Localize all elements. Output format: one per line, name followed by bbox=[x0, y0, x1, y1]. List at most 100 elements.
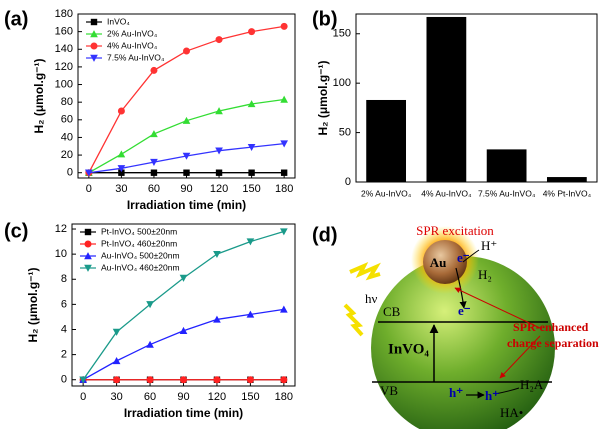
panel-label: (c) bbox=[4, 220, 28, 242]
x-tick-label: 4% Pt-InVO₄ bbox=[543, 188, 592, 198]
marker bbox=[113, 357, 121, 364]
label: H₂ bbox=[478, 267, 492, 282]
marker bbox=[280, 376, 287, 383]
x-tick-label: 150 bbox=[241, 391, 259, 403]
y-tick-label: 0 bbox=[61, 374, 67, 386]
y-tick-label: 140 bbox=[55, 43, 73, 55]
marker bbox=[280, 96, 288, 103]
legend-label: 4% Au-InVO₄ bbox=[107, 40, 158, 50]
y-tick-label: 6 bbox=[61, 298, 67, 310]
legend-label: Au-InVO₄ 460±20nm bbox=[101, 262, 180, 272]
legend-label: Au-InVO₄ 500±20nm bbox=[101, 250, 180, 260]
marker bbox=[85, 241, 92, 248]
bar bbox=[426, 17, 466, 182]
marker bbox=[213, 251, 221, 258]
x-tick-label: 180 bbox=[275, 391, 293, 403]
x-tick-label: 4% Au-InVO₄ bbox=[421, 188, 472, 198]
light-bolt bbox=[345, 305, 362, 335]
marker bbox=[150, 130, 158, 137]
marker bbox=[280, 306, 288, 313]
label: h⁺ bbox=[485, 388, 499, 403]
marker bbox=[113, 376, 120, 383]
series-line bbox=[83, 309, 284, 379]
y-tick-label: 0 bbox=[345, 176, 351, 188]
y-tick-label: 8 bbox=[61, 273, 67, 285]
marker bbox=[216, 36, 223, 43]
diagram: (d) SPR excitation Au e⁻ H⁺ H₂ hν CB e⁻ … bbox=[312, 223, 599, 429]
panel-label: (a) bbox=[4, 8, 28, 30]
label: charge separation bbox=[507, 336, 599, 350]
label: h⁺ bbox=[449, 385, 463, 400]
x-tick-label: 60 bbox=[148, 183, 160, 195]
panel-label: (d) bbox=[312, 224, 338, 246]
x-tick-label: 90 bbox=[180, 183, 192, 195]
x-tick-label: 0 bbox=[80, 391, 86, 403]
marker bbox=[281, 170, 287, 176]
bar bbox=[487, 149, 527, 182]
marker bbox=[91, 43, 98, 50]
y-tick-label: 160 bbox=[55, 26, 73, 38]
x-axis-title: Irradiation time (min) bbox=[124, 406, 243, 420]
y-tick-label: 100 bbox=[333, 77, 351, 89]
x-tick-label: 0 bbox=[86, 183, 92, 195]
marker bbox=[118, 150, 126, 157]
y-tick-label: 10 bbox=[55, 248, 67, 260]
legend-label: 7.5% Au-InVO₄ bbox=[107, 52, 165, 62]
marker bbox=[213, 376, 220, 383]
y-tick-label: 120 bbox=[55, 61, 73, 73]
legend-label: InVO₄ bbox=[107, 16, 130, 26]
bar bbox=[547, 177, 587, 182]
label: H⁺ bbox=[481, 238, 497, 253]
x-tick-label: 60 bbox=[144, 391, 156, 403]
marker bbox=[183, 170, 189, 176]
legend-label: Pt-InVO₄ 460±20nm bbox=[101, 238, 177, 248]
y-axis-title: H₂ (μmol.g⁻¹) bbox=[32, 59, 46, 134]
y-tick-label: 150 bbox=[333, 28, 351, 40]
marker bbox=[248, 170, 254, 176]
x-tick-label: 180 bbox=[275, 183, 293, 195]
label: hν bbox=[365, 291, 378, 306]
marker bbox=[247, 376, 254, 383]
marker bbox=[281, 23, 288, 30]
legend-label: 2% Au-InVO₄ bbox=[107, 28, 158, 38]
y-tick-label: 2 bbox=[61, 349, 67, 361]
label: Au bbox=[430, 255, 447, 270]
label: HA• bbox=[500, 405, 523, 420]
x-tick-label: 30 bbox=[115, 183, 127, 195]
marker bbox=[180, 376, 187, 383]
x-tick-label: 30 bbox=[110, 391, 122, 403]
label: CB bbox=[383, 304, 401, 319]
marker bbox=[216, 170, 222, 176]
label: InVO₄ bbox=[388, 341, 429, 357]
y-axis-title: H₂ (μmol.g⁻¹) bbox=[26, 268, 40, 343]
marker bbox=[146, 341, 154, 348]
y-tick-label: 4 bbox=[61, 323, 67, 335]
marker bbox=[85, 229, 91, 235]
x-tick-label: 2% Au-InVO₄ bbox=[361, 188, 412, 198]
y-axis-title: H₂ (μmol.g⁻¹) bbox=[316, 61, 330, 136]
y-tick-label: 12 bbox=[55, 223, 67, 235]
y-tick-label: 50 bbox=[339, 126, 351, 138]
y-tick-label: 40 bbox=[61, 131, 73, 143]
y-tick-label: 180 bbox=[55, 8, 73, 20]
label: SPR-enhanced bbox=[513, 320, 589, 334]
y-tick-label: 20 bbox=[61, 149, 73, 161]
figure: (d) SPR excitation Au e⁻ H⁺ H₂ hν CB e⁻ … bbox=[0, 0, 601, 429]
bar bbox=[366, 100, 406, 182]
marker bbox=[118, 107, 125, 114]
marker bbox=[248, 28, 255, 35]
label: e⁻ bbox=[458, 303, 471, 318]
x-tick-label: 7.5% Au-InVO₄ bbox=[478, 188, 536, 198]
marker bbox=[91, 19, 97, 25]
light-bolt bbox=[350, 266, 380, 277]
marker bbox=[150, 67, 157, 74]
y-tick-label: 0 bbox=[67, 167, 73, 179]
y-tick-label: 60 bbox=[61, 114, 73, 126]
x-tick-label: 120 bbox=[208, 391, 226, 403]
x-tick-label: 90 bbox=[177, 391, 189, 403]
label: e⁻ bbox=[457, 250, 470, 265]
marker bbox=[151, 170, 157, 176]
x-axis-title: Irradiation time (min) bbox=[127, 198, 246, 212]
y-tick-label: 100 bbox=[55, 78, 73, 90]
label: H₂A bbox=[520, 377, 544, 392]
